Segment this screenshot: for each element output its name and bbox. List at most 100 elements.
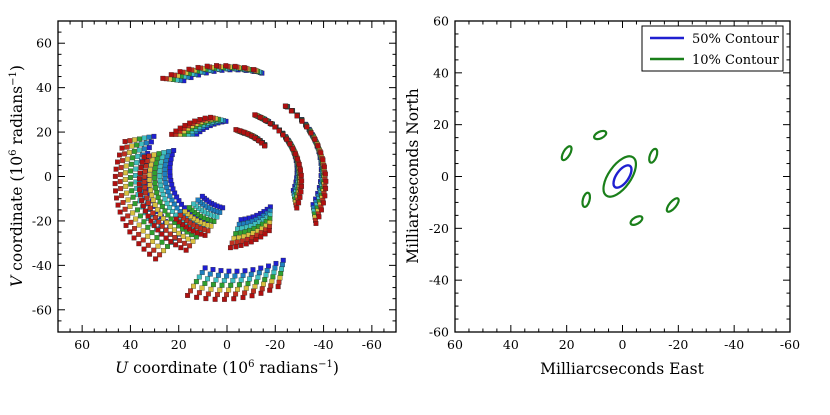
- uv-point: [148, 162, 154, 168]
- uv-point: [298, 167, 303, 173]
- uv-point: [204, 63, 210, 69]
- uv-point: [135, 207, 140, 213]
- uv-point: [248, 271, 254, 277]
- uv-point: [222, 296, 227, 302]
- uv-point: [272, 124, 278, 130]
- uv-point: [147, 251, 153, 257]
- uv-point: [143, 163, 149, 169]
- uv-point: [121, 151, 127, 157]
- uv-point: [195, 64, 201, 70]
- uv-point: [142, 174, 147, 180]
- uv-point: [163, 227, 169, 233]
- uv-point: [133, 216, 139, 222]
- uv-point: [127, 175, 133, 180]
- uv-point: [123, 163, 129, 169]
- uv-point: [263, 272, 269, 278]
- uv-point: [231, 296, 237, 302]
- uv-point: [120, 200, 126, 205]
- uv-point: [224, 292, 229, 298]
- uv-point: [268, 283, 274, 289]
- uv-point: [147, 172, 153, 178]
- uv-point: [166, 149, 172, 154]
- uv-point: [149, 157, 155, 163]
- uv-point: [131, 235, 137, 241]
- uv-point: [160, 75, 166, 81]
- uv-point: [147, 167, 153, 173]
- uv-point: [118, 186, 124, 192]
- uv-point: [165, 189, 171, 195]
- uv-point: [156, 219, 162, 225]
- uv-point: [171, 148, 177, 153]
- uv-point: [232, 273, 238, 279]
- uv-point: [159, 231, 165, 237]
- uv-point: [318, 150, 324, 156]
- uv-point: [159, 204, 165, 209]
- uv-point: [203, 296, 209, 302]
- uv-point: [153, 256, 159, 262]
- contour-10pct: [593, 129, 608, 141]
- uv-point: [125, 156, 131, 162]
- uv-point: [165, 244, 170, 249]
- uv-point: [217, 287, 223, 293]
- uv-point: [173, 128, 179, 134]
- uv-point: [299, 183, 305, 189]
- contour-10pct: [602, 155, 638, 198]
- uv-point: [259, 286, 265, 292]
- uv-point: [272, 265, 278, 271]
- uv-point: [214, 63, 219, 69]
- uv-point: [149, 230, 155, 236]
- uv-y-axis-label: V coordinate (106 radians−1): [8, 65, 26, 287]
- uv-point: [117, 179, 123, 185]
- uv-point: [243, 241, 249, 247]
- contour-10pct: [581, 191, 592, 208]
- uv-point: [177, 69, 183, 75]
- uv-point: [132, 137, 138, 143]
- uv-point: [167, 173, 173, 179]
- uv-point: [150, 210, 156, 216]
- uv-point: [199, 193, 205, 199]
- uv-point: [188, 288, 193, 294]
- uv-point: [280, 257, 286, 263]
- uv-point: [168, 72, 174, 78]
- uv-point: [112, 181, 118, 187]
- uv-point: [119, 193, 125, 199]
- uv-point: [163, 235, 169, 241]
- uv-point: [296, 200, 302, 206]
- image-y-tick-label: -60: [429, 325, 449, 340]
- uv-point: [251, 288, 256, 294]
- uv-point: [322, 193, 328, 199]
- uv-coverage-panel: -60 -40 -20 0 20 40 60 -60 -40 -20 0 20 40 60 U coord…: [8, 20, 397, 377]
- uv-point: [137, 170, 143, 176]
- uv-point: [145, 233, 151, 239]
- uv-point: [155, 207, 160, 213]
- uv-point: [215, 292, 220, 298]
- uv-point: [162, 162, 168, 168]
- uv-point: [148, 187, 154, 193]
- uv-points-group: [112, 63, 329, 302]
- uv-point: [243, 285, 249, 291]
- contour-50pct: [612, 164, 633, 189]
- uv-point: [284, 136, 290, 142]
- uv-point: [199, 269, 205, 275]
- uv-point: [256, 270, 262, 276]
- uv-point: [288, 108, 294, 114]
- uv-point: [155, 194, 161, 200]
- uv-point: [174, 205, 180, 211]
- uv-point: [277, 275, 283, 281]
- uv-point: [322, 171, 328, 177]
- uv-point: [143, 208, 148, 214]
- uv-point: [140, 237, 146, 243]
- uv-point: [264, 268, 270, 274]
- uv-point: [205, 291, 211, 297]
- uv-point: [238, 243, 244, 248]
- uv-point: [181, 215, 186, 221]
- uv-point: [215, 272, 221, 278]
- image-y-tick-label: -40: [429, 273, 449, 288]
- uv-point: [130, 155, 136, 161]
- uv-point: [234, 268, 240, 274]
- uv-point: [256, 137, 261, 143]
- uv-point: [213, 277, 219, 283]
- uv-point: [158, 182, 164, 188]
- uv-point: [202, 265, 208, 271]
